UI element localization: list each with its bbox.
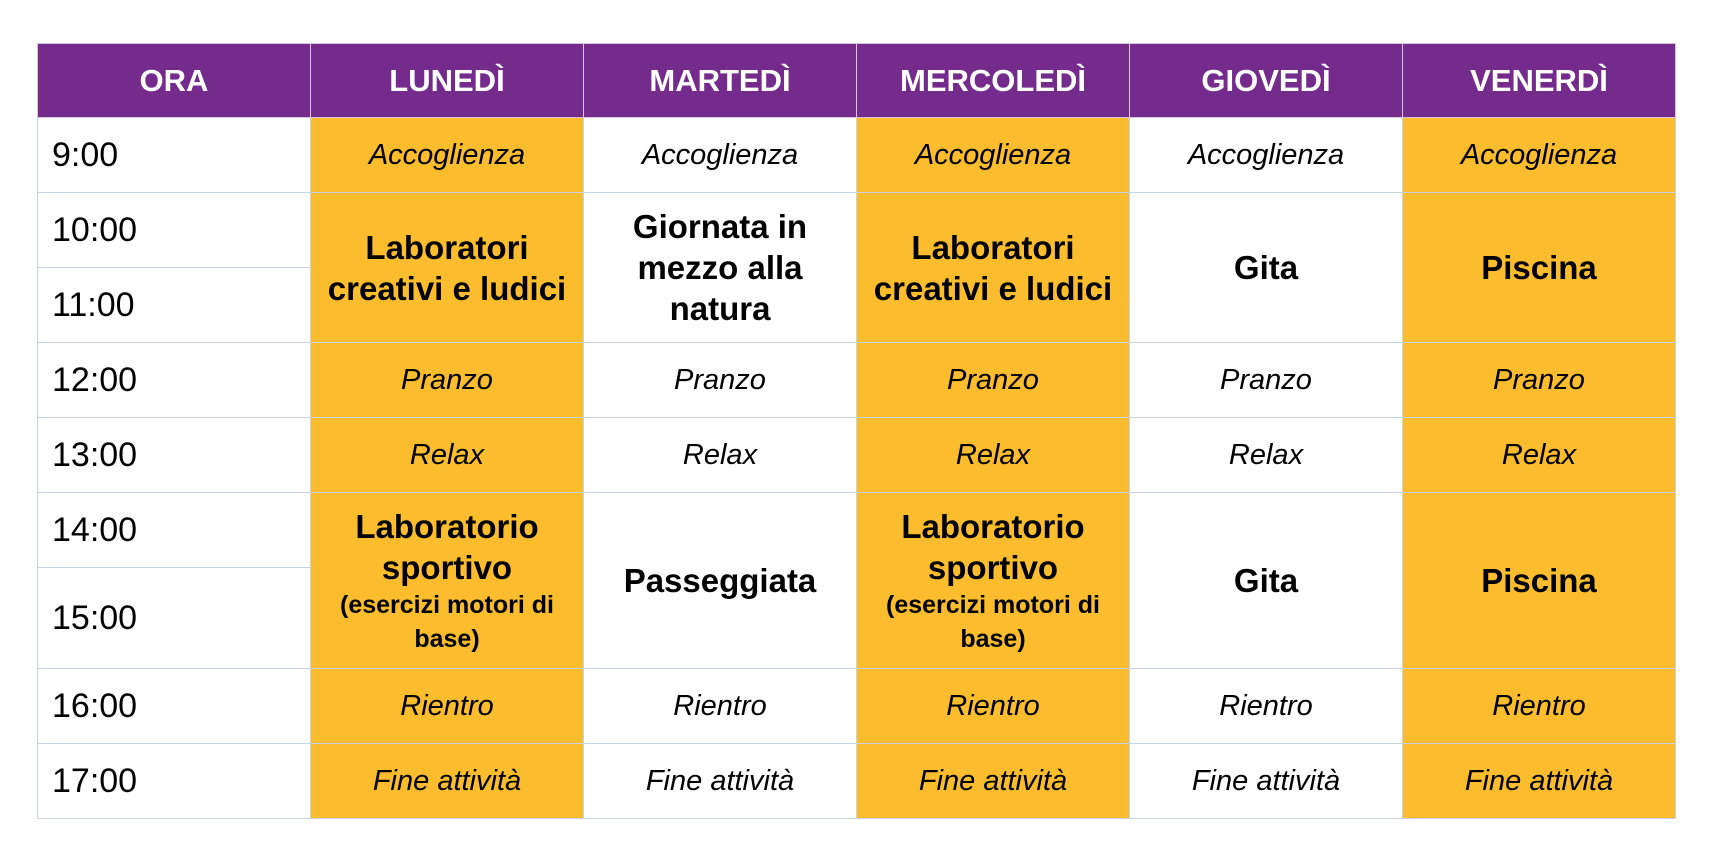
cell-mon-morning: Laboratori creativi e ludici bbox=[310, 192, 584, 343]
cell-fri-afternoon: Piscina bbox=[1402, 492, 1676, 669]
header-row: ORA LUNEDÌ MARTEDÌ MERCOLEDÌ GIOVEDÌ VEN… bbox=[37, 43, 1676, 118]
cell-fri-accoglienza: Accoglienza bbox=[1402, 117, 1676, 193]
time-cell: 17:00 bbox=[37, 743, 311, 819]
cell-mon-afternoon: Laboratorio sportivo (esercizi motori di… bbox=[310, 492, 584, 669]
cell-tue-morning: Giornata in mezzo alla natura bbox=[583, 192, 857, 343]
row-1600: 16:00 Rientro Rientro Rientro Rientro Ri… bbox=[37, 668, 1676, 744]
schedule-wrapper: ORA LUNEDÌ MARTEDÌ MERCOLEDÌ GIOVEDÌ VEN… bbox=[37, 43, 1676, 819]
activity-title: Laboratorio sportivo bbox=[355, 507, 539, 586]
header-tuesday: MARTEDÌ bbox=[583, 43, 857, 118]
row-1400: 14:00 Laboratorio sportivo (esercizi mot… bbox=[37, 492, 1676, 669]
cell-thu-pranzo: Pranzo bbox=[1129, 342, 1403, 418]
time-cell: 9:00 bbox=[37, 117, 311, 193]
cell-wed-relax: Relax bbox=[856, 417, 1130, 493]
cell-wed-afternoon: Laboratorio sportivo (esercizi motori di… bbox=[856, 492, 1130, 669]
cell-thu-morning: Gita bbox=[1129, 192, 1403, 343]
row-1700: 17:00 Fine attività Fine attività Fine a… bbox=[37, 743, 1676, 819]
cell-mon-pranzo: Pranzo bbox=[310, 342, 584, 418]
header-monday: LUNEDÌ bbox=[310, 43, 584, 118]
activity-title: Laboratorio sportivo bbox=[901, 507, 1085, 586]
header-friday: VENERDÌ bbox=[1402, 43, 1676, 118]
time-cell: 11:00 bbox=[37, 267, 311, 343]
cell-thu-afternoon: Gita bbox=[1129, 492, 1403, 669]
time-cell: 15:00 bbox=[37, 567, 311, 669]
cell-thu-relax: Relax bbox=[1129, 417, 1403, 493]
cell-fri-fine: Fine attività bbox=[1402, 743, 1676, 819]
row-1000: 10:00 Laboratori creativi e ludici Giorn… bbox=[37, 192, 1676, 343]
cell-thu-rientro: Rientro bbox=[1129, 668, 1403, 744]
weekly-schedule-table: ORA LUNEDÌ MARTEDÌ MERCOLEDÌ GIOVEDÌ VEN… bbox=[37, 43, 1676, 819]
cell-tue-accoglienza: Accoglienza bbox=[583, 117, 857, 193]
header-ora: ORA bbox=[37, 43, 311, 118]
cell-tue-afternoon: Passeggiata bbox=[583, 492, 857, 669]
cell-wed-accoglienza: Accoglienza bbox=[856, 117, 1130, 193]
cell-tue-relax: Relax bbox=[583, 417, 857, 493]
cell-thu-fine: Fine attività bbox=[1129, 743, 1403, 819]
row-1100: 11:00 bbox=[37, 267, 1676, 343]
cell-mon-accoglienza: Accoglienza bbox=[310, 117, 584, 193]
cell-fri-pranzo: Pranzo bbox=[1402, 342, 1676, 418]
cell-tue-rientro: Rientro bbox=[583, 668, 857, 744]
row-1300: 13:00 Relax Relax Relax Relax Relax bbox=[37, 417, 1676, 493]
cell-fri-morning: Piscina bbox=[1402, 192, 1676, 343]
time-cell: 14:00 bbox=[37, 492, 311, 568]
cell-fri-relax: Relax bbox=[1402, 417, 1676, 493]
cell-wed-fine: Fine attività bbox=[856, 743, 1130, 819]
header-wednesday: MERCOLEDÌ bbox=[856, 43, 1130, 118]
activity-subtitle: (esercizi motori di base) bbox=[886, 590, 1100, 653]
cell-mon-rientro: Rientro bbox=[310, 668, 584, 744]
cell-wed-morning: Laboratori creativi e ludici bbox=[856, 192, 1130, 343]
time-cell: 10:00 bbox=[37, 192, 311, 268]
cell-mon-fine: Fine attività bbox=[310, 743, 584, 819]
cell-tue-fine: Fine attività bbox=[583, 743, 857, 819]
time-cell: 16:00 bbox=[37, 668, 311, 744]
cell-mon-relax: Relax bbox=[310, 417, 584, 493]
row-1500: 15:00 bbox=[37, 567, 1676, 669]
header-thursday: GIOVEDÌ bbox=[1129, 43, 1403, 118]
cell-tue-pranzo: Pranzo bbox=[583, 342, 857, 418]
time-cell: 12:00 bbox=[37, 342, 311, 418]
row-0900: 9:00 Accoglienza Accoglienza Accoglienza… bbox=[37, 117, 1676, 193]
cell-fri-rientro: Rientro bbox=[1402, 668, 1676, 744]
time-cell: 13:00 bbox=[37, 417, 311, 493]
row-1200: 12:00 Pranzo Pranzo Pranzo Pranzo Pranzo bbox=[37, 342, 1676, 418]
activity-subtitle: (esercizi motori di base) bbox=[340, 590, 554, 653]
cell-wed-pranzo: Pranzo bbox=[856, 342, 1130, 418]
cell-thu-accoglienza: Accoglienza bbox=[1129, 117, 1403, 193]
cell-wed-rientro: Rientro bbox=[856, 668, 1130, 744]
